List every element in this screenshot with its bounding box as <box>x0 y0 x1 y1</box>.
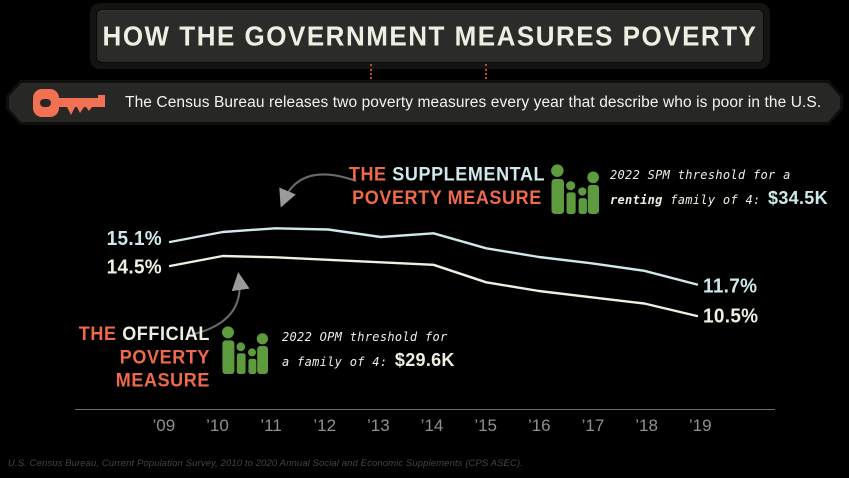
opm-callout-arrow <box>193 272 250 335</box>
title-banner: HOW THE GOVERNMENT MEASURES POVERTY <box>90 3 770 69</box>
x-axis-tick-label: ’13 <box>367 416 390 435</box>
source-note: U.S. Census Bureau, Current Population S… <box>8 458 523 469</box>
x-axis-tick-label: ’17 <box>581 416 605 435</box>
opm-threshold-line2: a family of 4: $29.6K <box>282 350 455 370</box>
spm-callout-arrow <box>279 173 357 208</box>
opm-label: THE OFFICIAL POVERTY MEASURE <box>28 322 210 392</box>
x-axis-tick-label: ’19 <box>688 416 712 435</box>
intro-bar: The Census Bureau releases two poverty m… <box>9 83 840 122</box>
spm-family-icon <box>549 162 599 221</box>
opm-start-value: 14.5% <box>106 256 162 279</box>
spm-end-value: 11.7% <box>703 275 758 298</box>
spm-line <box>168 227 699 286</box>
opm-line <box>168 254 699 318</box>
opm-threshold-text: 2022 OPM threshold for a family of 4: $2… <box>282 326 455 374</box>
opm-threshold-line1: 2022 OPM threshold for <box>282 330 448 344</box>
dotted-connector <box>485 64 487 79</box>
spm-threshold-value: $34.5K <box>768 188 828 208</box>
opm-threshold-value: $29.6K <box>394 350 455 370</box>
spm-threshold-line1: 2022 SPM threshold for a <box>610 168 791 182</box>
x-axis-tick-label: ’09 <box>152 416 176 435</box>
x-axis-tick-label: ’14 <box>420 416 444 435</box>
key-icon <box>31 86 113 120</box>
spm-label: THE SUPPLEMENTAL POVERTY MEASURE <box>338 163 556 210</box>
page-title: HOW THE GOVERNMENT MEASURES POVERTY <box>102 19 758 52</box>
spm-label-line1: THE SUPPLEMENTAL <box>348 163 546 185</box>
x-axis-labels: ’09 ’10 ’11 ’12 ’13 ’14 ’15 ’16 ’17 ’18 ’19 <box>137 416 727 436</box>
spm-label-line2: POVERTY MEASURE <box>352 187 542 209</box>
opm-label-line2: POVERTY MEASURE <box>115 346 210 391</box>
x-axis-line <box>75 409 775 410</box>
dotted-connector <box>370 64 372 79</box>
opm-family-icon <box>220 323 268 382</box>
opm-label-line1: THE OFFICIAL <box>78 323 210 345</box>
spm-start-value: 15.1% <box>106 228 162 251</box>
x-axis-tick-label: ’12 <box>313 416 337 435</box>
x-axis-tick-label: ’16 <box>527 416 551 435</box>
spm-threshold-text: 2022 SPM threshold for a renting family … <box>610 164 828 212</box>
spm-threshold-line2: renting family of 4: $34.5K <box>610 188 828 208</box>
x-axis-tick-label: ’18 <box>635 416 658 435</box>
x-axis-tick-label: ’10 <box>206 416 229 435</box>
x-axis-tick-label: ’15 <box>474 416 497 435</box>
intro-bar-frame: The Census Bureau releases two poverty m… <box>6 80 843 125</box>
intro-text: The Census Bureau releases two poverty m… <box>125 93 822 111</box>
title-banner-panel: HOW THE GOVERNMENT MEASURES POVERTY <box>96 9 764 63</box>
opm-end-value: 10.5% <box>703 305 759 328</box>
x-axis-tick-label: ’11 <box>260 416 282 435</box>
